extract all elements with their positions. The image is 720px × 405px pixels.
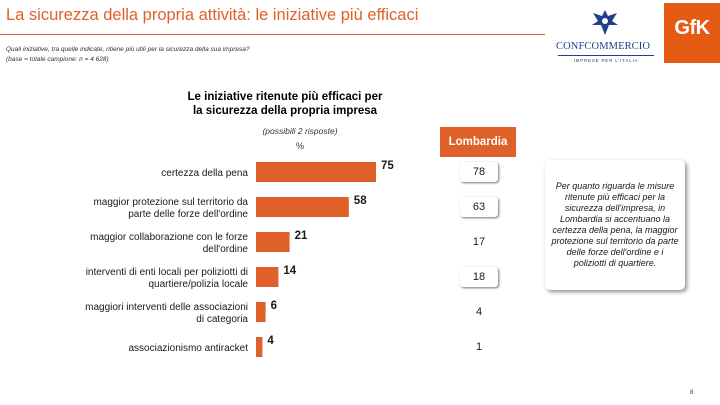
lombardia-value: 78 (460, 162, 498, 182)
category-label: maggiori interventi delle associazioni di… (85, 302, 248, 325)
comment-box: Per quanto riguarda le misure ritenute p… (545, 160, 685, 290)
confcommercio-logo: CONFCOMMERCIO IMPRESE PER L'ITALIA (556, 8, 656, 70)
lombardia-value: 4 (475, 306, 483, 318)
bar (256, 232, 290, 252)
bar-value-label: 75 (381, 160, 394, 172)
category-label-line: maggior protezione sul territorio da (93, 197, 248, 208)
bar (256, 267, 279, 287)
chart-unit: % (295, 141, 304, 151)
category-label-line: dell'ordine (203, 244, 249, 255)
category-label-line: interventi di enti locali per poliziotti… (86, 267, 248, 278)
category-label-line: di categoria (196, 314, 248, 325)
confcommercio-wordmark: CONFCOMMERCIO (556, 41, 651, 52)
survey-base-text: (base = totale campione: n = 4 628) (6, 56, 109, 63)
bar-value-label: 4 (267, 335, 274, 347)
comment-text: Per quanto riguarda le misure ritenute p… (551, 181, 679, 268)
category-label-line: maggior collaborazione con le forze (90, 232, 248, 243)
category-label: interventi di enti locali per poliziotti… (86, 267, 249, 290)
page-title: La sicurezza della propria attività: le … (6, 6, 419, 24)
category-label: maggior collaborazione con le forze dell'… (90, 232, 248, 255)
survey-question-text: Quali iniziative, tra quelle indicate, r… (6, 46, 250, 53)
lombardia-value: 1 (475, 341, 483, 353)
confcommercio-rule (558, 55, 654, 56)
survey-question: Quali iniziative, tra quelle indicate, r… (6, 45, 336, 65)
bar (256, 337, 263, 357)
bar (256, 302, 266, 322)
bar-value-label: 58 (354, 195, 367, 207)
eagle-emblem-icon (592, 10, 618, 35)
category-label-line: parte delle forze dell'ordine (128, 209, 248, 220)
bar-value-label: 6 (271, 300, 277, 312)
chart-title-line-2: la sicurezza della propria impresa (192, 105, 378, 117)
category-label-line: quartiere/polizia locale (148, 279, 248, 290)
bar (256, 162, 376, 182)
category-label-line: associazionismo antiracket (129, 343, 249, 354)
header-divider (0, 34, 545, 35)
category-label: maggior protezione sul territorio da part… (93, 197, 248, 220)
chart-title: Le iniziative ritenute più efficaci per … (160, 90, 410, 118)
gfk-wordmark: GfK (674, 17, 710, 39)
page-number: 8 (690, 390, 694, 396)
chart-title-line-1: Le iniziative ritenute più efficaci per (187, 91, 383, 103)
bar-value-label: 21 (295, 230, 308, 242)
category-label: certezza della pena (161, 168, 248, 179)
chart-note: (possibili 2 risposte) (262, 126, 338, 136)
category-label-line: maggiori interventi delle associazioni (85, 302, 248, 313)
lombardia-value: 63 (460, 197, 498, 217)
confcommercio-tagline: IMPRESE PER L'ITALIA (573, 58, 639, 63)
category-label: associazionismo antiracket (129, 343, 249, 354)
bar (256, 197, 349, 217)
bar-value-label: 14 (283, 265, 296, 277)
gfk-logo: GfK (664, 3, 720, 63)
lombardia-value: 18 (460, 267, 498, 287)
lombardia-header: Lombardia (440, 127, 516, 157)
category-label-line: certezza della pena (161, 168, 248, 179)
lombardia-value: 17 (472, 236, 486, 248)
bar-chart: 75 certezza della pena 58 maggior protezion… (85, 160, 394, 357)
